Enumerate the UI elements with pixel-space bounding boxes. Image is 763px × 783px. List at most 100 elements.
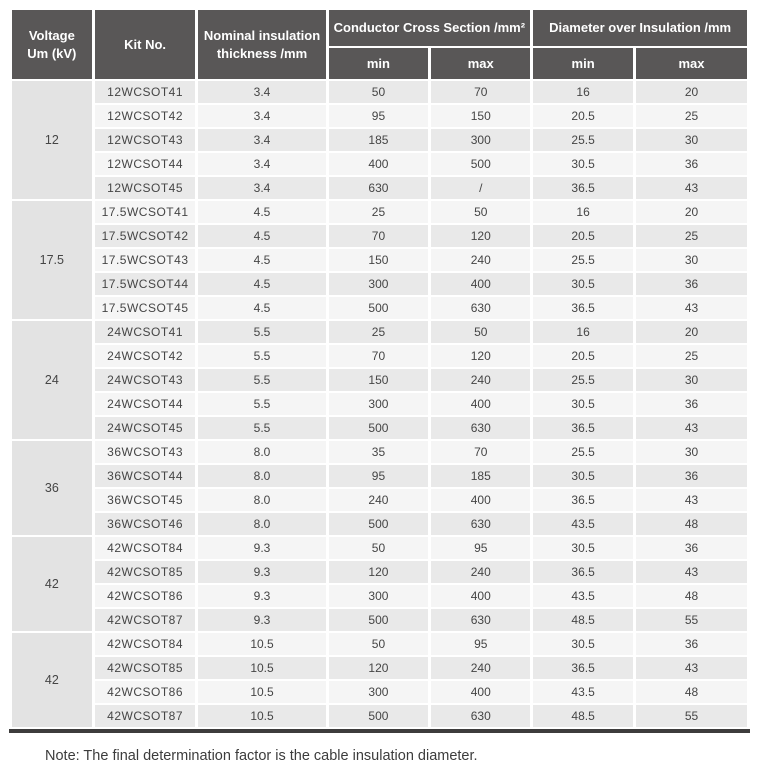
kit-no-cell: 12WCSOT43 [94, 129, 196, 151]
value-cell: 16 [533, 321, 634, 343]
value-cell: 50 [431, 201, 531, 223]
value-cell: 36 [636, 273, 747, 295]
value-cell: 240 [431, 249, 531, 271]
kit-no-cell: 42WCSOT85 [94, 657, 196, 679]
value-cell: 70 [431, 81, 531, 103]
value-cell: 5.5 [198, 417, 326, 439]
value-cell: 48.5 [533, 705, 634, 727]
value-cell: 500 [328, 705, 429, 727]
kit-no-cell: 42WCSOT87 [94, 609, 196, 631]
value-cell: 36.5 [533, 561, 634, 583]
value-cell: 36 [636, 153, 747, 175]
value-cell: 70 [328, 225, 429, 247]
value-cell: 400 [328, 153, 429, 175]
kit-no-cell: 12WCSOT45 [94, 177, 196, 199]
value-cell: 3.4 [198, 105, 326, 127]
value-cell: 630 [431, 705, 531, 727]
value-cell: 9.3 [198, 609, 326, 631]
table-row: 24 24WCSOT41 5.5 25 50 16 20 [12, 321, 747, 439]
value-cell: 300 [328, 585, 429, 607]
ccs-min-header: min [328, 48, 429, 79]
kit-no-cell: 42WCSOT86 [94, 681, 196, 703]
table-row: 42WCSOT86 10.5 300 400 43.5 48 [12, 681, 747, 703]
value-cell: 8.0 [198, 513, 326, 535]
value-cell: 300 [431, 129, 531, 151]
kit-no-cell: 24WCSOT44 [94, 393, 196, 415]
value-cell: 400 [431, 681, 531, 703]
value-cell: 30.5 [533, 153, 634, 175]
value-cell: 500 [328, 417, 429, 439]
value-cell: 30.5 [533, 273, 634, 295]
value-cell: 20 [636, 81, 747, 103]
value-cell: 48 [636, 513, 747, 535]
value-cell: 30 [636, 129, 747, 151]
value-cell: 5.5 [198, 393, 326, 415]
value-cell: 25 [636, 225, 747, 247]
table-row: 36WCSOT45 8.0 240 400 36.5 43 [12, 489, 747, 511]
table-row: 24WCSOT43 5.5 150 240 25.5 30 [12, 369, 747, 391]
kit-no-cell: 17.5WCSOT42 [94, 225, 196, 247]
table-row: 36WCSOT44 8.0 95 185 30.5 36 [12, 465, 747, 487]
value-cell: 43.5 [533, 681, 634, 703]
value-cell: 30.5 [533, 537, 634, 559]
value-cell: 20.5 [533, 345, 634, 367]
value-cell: 5.5 [198, 345, 326, 367]
table-row: 42 42WCSOT84 9.3 50 95 30.5 36 [12, 537, 747, 631]
value-cell: 630 [431, 609, 531, 631]
value-cell: 3.4 [198, 81, 326, 103]
table-row: 17.5 17.5WCSOT41 4.5 25 50 16 20 [12, 201, 747, 319]
value-cell: 5.5 [198, 321, 326, 343]
value-cell: 95 [328, 465, 429, 487]
value-cell: 5.5 [198, 369, 326, 391]
table-row: 24WCSOT42 5.5 70 120 20.5 25 [12, 345, 747, 367]
value-cell: 4.5 [198, 201, 326, 223]
value-cell: 36.5 [533, 489, 634, 511]
kit-no-header: Kit No. [94, 10, 196, 79]
value-cell: 36.5 [533, 177, 634, 199]
value-cell: 240 [431, 369, 531, 391]
value-cell: 43 [636, 417, 747, 439]
value-cell: 4.5 [198, 225, 326, 247]
value-cell: 240 [431, 561, 531, 583]
voltage-header: Voltage Um (kV) [12, 10, 92, 79]
value-cell: 4.5 [198, 249, 326, 271]
value-cell: 10.5 [198, 705, 326, 727]
value-cell: 43.5 [533, 513, 634, 535]
header-row-top: Voltage Um (kV) Kit No. Nominal insulati… [12, 10, 747, 79]
value-cell: 10.5 [198, 681, 326, 703]
value-cell: 36 [636, 537, 747, 559]
value-cell: 8.0 [198, 441, 326, 463]
value-cell: 630 [431, 417, 531, 439]
voltage-group-cell: 36 [12, 441, 92, 535]
value-cell: 43 [636, 561, 747, 583]
value-cell: 120 [431, 225, 531, 247]
table-row: 12WCSOT43 3.4 185 300 25.5 30 [12, 129, 747, 151]
value-cell: 300 [328, 393, 429, 415]
kit-no-cell: 12WCSOT44 [94, 153, 196, 175]
value-cell: 150 [431, 105, 531, 127]
value-cell: 16 [533, 201, 634, 223]
value-cell: / [431, 177, 531, 199]
value-cell: 48.5 [533, 609, 634, 631]
table-row: 42WCSOT85 9.3 120 240 36.5 43 [12, 561, 747, 583]
value-cell: 30 [636, 441, 747, 463]
table-row: 24WCSOT44 5.5 300 400 30.5 36 [12, 393, 747, 415]
kit-no-cell: 17.5WCSOT43 [94, 249, 196, 271]
kit-no-cell: 42WCSOT84 [94, 633, 196, 655]
value-cell: 20 [636, 201, 747, 223]
value-cell: 95 [431, 537, 531, 559]
value-cell: 3.4 [198, 153, 326, 175]
table-row: 12WCSOT44 3.4 400 500 30.5 36 [12, 153, 747, 175]
value-cell: 630 [431, 297, 531, 319]
kit-no-cell: 24WCSOT43 [94, 369, 196, 391]
kit-no-cell: 17.5WCSOT44 [94, 273, 196, 295]
value-cell: 95 [431, 633, 531, 655]
voltage-group-cell: 12 [12, 81, 92, 199]
kit-no-cell: 42WCSOT84 [94, 537, 196, 559]
kit-no-cell: 24WCSOT45 [94, 417, 196, 439]
value-cell: 240 [328, 489, 429, 511]
value-cell: 16 [533, 81, 634, 103]
value-cell: 30.5 [533, 633, 634, 655]
value-cell: 43 [636, 297, 747, 319]
value-cell: 185 [431, 465, 531, 487]
